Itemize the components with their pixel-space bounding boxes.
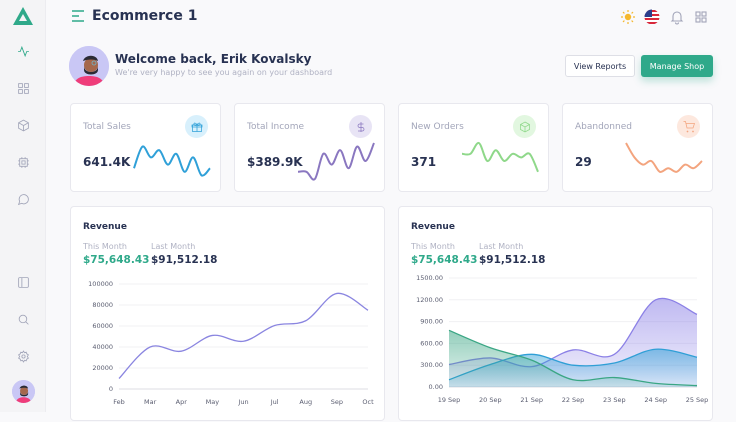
stat-value: 371 (411, 155, 437, 169)
y-tick-label: 600.00 (420, 339, 443, 347)
x-tick-label: 20 Sep (479, 396, 502, 404)
cpu-icon[interactable] (14, 153, 32, 171)
this-month-label: This Month (83, 242, 127, 251)
gift-icon (185, 115, 208, 138)
x-tick-label: Aug (299, 398, 312, 406)
dollar-icon (349, 115, 372, 138)
sidebar (0, 0, 46, 412)
last-month-label: Last Month (479, 242, 524, 251)
settings-icon[interactable] (14, 347, 32, 365)
y-tick-label: 900.00 (420, 318, 443, 326)
x-tick-label: Jul (270, 398, 279, 406)
x-tick-label: Feb (113, 398, 125, 406)
stat-value: 29 (575, 155, 592, 169)
view-reports-button[interactable]: View Reports (565, 55, 635, 77)
last-month-label: Last Month (151, 242, 196, 251)
sparkline-path (133, 145, 211, 177)
us-flag-icon[interactable] (644, 9, 660, 25)
stat-value: 641.4K (83, 155, 131, 169)
search-icon[interactable] (14, 310, 32, 328)
y-tick-label: 0.00 (429, 383, 443, 391)
stat-card: Abandonned 29 (562, 103, 713, 192)
y-tick-label: 40000 (92, 343, 113, 351)
x-tick-label: 19 Sep (438, 396, 461, 404)
sparkline (133, 145, 211, 177)
logo-icon[interactable] (12, 6, 34, 26)
menu-icon[interactable] (71, 10, 85, 22)
bell-icon[interactable] (669, 9, 685, 25)
manage-shop-button[interactable]: Manage Shop (641, 55, 713, 77)
y-tick-label: 300.00 (420, 361, 443, 369)
series-line (118, 292, 369, 379)
revenue-line-chart: 0 20000 40000 60000 80000 100000 Feb Mar Apr May J… (88, 280, 374, 406)
revenue-title: Revenue (411, 222, 455, 232)
series-area (449, 330, 697, 387)
sparkline (461, 141, 539, 173)
x-tick-label: 23 Sep (603, 396, 626, 404)
box-icon (513, 115, 536, 138)
x-tick-label: 25 Sep (686, 396, 709, 404)
stat-label: New Orders (411, 122, 464, 132)
x-tick-label: 21 Sep (520, 396, 543, 404)
x-tick-label: 24 Sep (644, 396, 667, 404)
grid-icon[interactable] (14, 79, 32, 97)
series-line (448, 329, 698, 387)
x-tick-label: 22 Sep (562, 396, 585, 404)
page-title: Ecommerce 1 (92, 8, 198, 24)
welcome-avatar (69, 46, 109, 86)
this-month-value: $75,648.43 (83, 254, 150, 266)
y-tick-label: 100000 (88, 280, 113, 288)
stat-label: Abandonned (575, 122, 632, 132)
revenue-title: Revenue (83, 222, 127, 232)
activity-icon[interactable] (14, 42, 32, 60)
x-tick-label: Oct (362, 398, 374, 406)
y-tick-label: 1500.00 (416, 274, 443, 282)
last-month-value: $91,512.18 (479, 254, 546, 266)
revenue-card-2: Revenue This Month $75,648.43 Last Month… (398, 206, 713, 421)
stat-label: Total Income (247, 122, 304, 132)
y-tick-label: 20000 (92, 364, 113, 372)
sparkline-path (297, 142, 375, 181)
sparkline-path (461, 141, 539, 173)
y-tick-label: 1200.00 (416, 296, 443, 304)
stat-card: Total Income $389.9K (234, 103, 385, 192)
last-month-value: $91,512.18 (151, 254, 218, 266)
sparkline-path (625, 142, 703, 173)
cart-icon (677, 115, 700, 138)
sun-icon[interactable] (620, 9, 636, 25)
y-tick-label: 0 (109, 385, 113, 393)
y-tick-label: 80000 (92, 301, 113, 309)
stat-value: $389.9K (247, 155, 303, 169)
stat-label: Total Sales (83, 122, 131, 132)
welcome-title: Welcome back, Erik Kovalsky (115, 52, 312, 66)
x-tick-label: Jun (237, 398, 248, 406)
stat-card: New Orders 371 (398, 103, 549, 192)
user-avatar[interactable] (12, 380, 35, 403)
x-tick-label: Mar (144, 398, 157, 406)
this-month-value: $75,648.43 (411, 254, 478, 266)
sparkline (297, 142, 375, 181)
revenue-area-chart: 0.00 300.00 600.00 900.00 1200.00 1500.00 19 S… (416, 274, 709, 404)
box-icon[interactable] (14, 116, 32, 134)
y-tick-label: 60000 (92, 322, 113, 330)
welcome-subtitle: We're very happy to see you again on you… (115, 68, 333, 77)
sparkline (625, 142, 703, 173)
x-tick-label: May (206, 398, 220, 406)
sidebar-panel-icon[interactable] (14, 273, 32, 291)
message-icon[interactable] (14, 190, 32, 208)
x-tick-label: Sep (331, 398, 343, 406)
stat-card: Total Sales 641.4K (70, 103, 221, 192)
revenue-card-1: Revenue This Month $75,648.43 Last Month… (70, 206, 385, 421)
apps-grid-icon[interactable] (693, 9, 709, 25)
x-tick-label: Apr (176, 398, 188, 406)
this-month-label: This Month (411, 242, 455, 251)
